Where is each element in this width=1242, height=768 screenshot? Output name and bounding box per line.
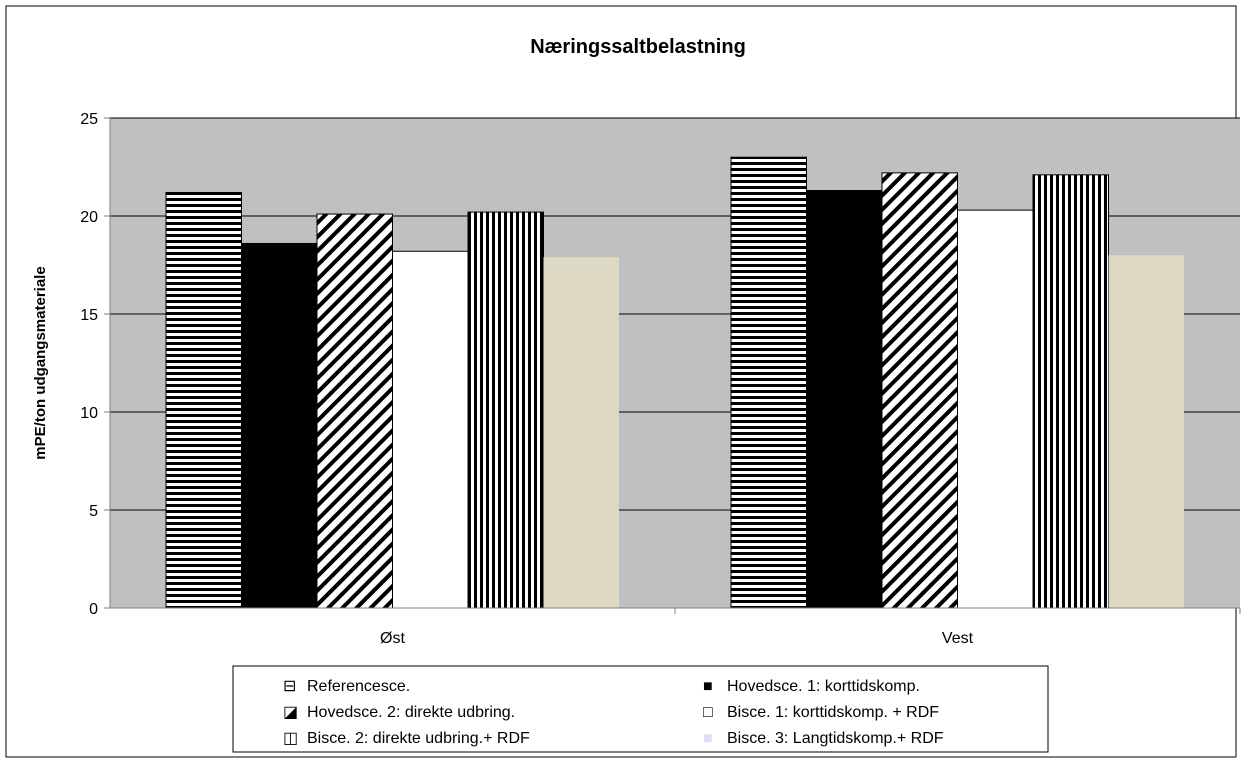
y-tick-labels: 0 5 10 15 20 25 <box>80 111 98 618</box>
y-tick-label: 0 <box>89 601 98 618</box>
bar <box>957 209 1034 609</box>
legend-marker-1: ⊟ <box>283 678 296 695</box>
legend-label: Bisce. 1: korttidskomp. + RDF <box>727 704 939 721</box>
legend-marker-6: ■ <box>703 730 713 747</box>
bar <box>241 242 318 609</box>
legend: ⊟ Referencesce. ■ Hovedsce. 1: korttidskomp… <box>283 678 944 747</box>
legend-label: Hovedsce. 1: korttidskomp. <box>727 678 920 695</box>
x-tick-labels: Øst Vest <box>380 630 974 647</box>
chart-title: Næringssaltbelastning <box>530 36 746 58</box>
bar <box>316 213 393 609</box>
legend-label: Referencesce. <box>307 678 410 695</box>
y-tick-label: 25 <box>80 111 98 128</box>
bar <box>543 257 619 608</box>
legend-label: Bisce. 2: direkte udbring.+ RDF <box>307 730 530 747</box>
bars <box>165 156 1184 609</box>
legend-marker-5: ◫ <box>283 730 298 747</box>
bar <box>165 191 242 609</box>
bar <box>1108 255 1184 608</box>
y-tick-label: 20 <box>80 209 98 226</box>
x-tick-label: Vest <box>942 630 974 647</box>
bar <box>730 156 807 609</box>
bar <box>467 211 544 609</box>
x-tick-label: Øst <box>380 630 405 647</box>
legend-marker-2: ■ <box>703 678 713 695</box>
legend-label: Bisce. 3: Langtidskomp.+ RDF <box>727 730 944 747</box>
bar <box>1032 174 1109 609</box>
axes <box>104 117 1241 614</box>
legend-marker-3: ◪ <box>283 704 298 721</box>
y-axis-label: mPE/ton udgangsmateriale <box>32 266 49 459</box>
legend-label: Hovedsce. 2: direkte udbring. <box>307 704 515 721</box>
bar <box>881 172 958 609</box>
y-tick-label: 5 <box>89 503 98 520</box>
bar <box>392 250 469 609</box>
bar <box>806 190 883 609</box>
y-tick-label: 15 <box>80 307 98 324</box>
legend-box <box>232 665 1049 753</box>
legend-marker-4: □ <box>703 704 713 721</box>
y-tick-label: 10 <box>80 405 98 422</box>
